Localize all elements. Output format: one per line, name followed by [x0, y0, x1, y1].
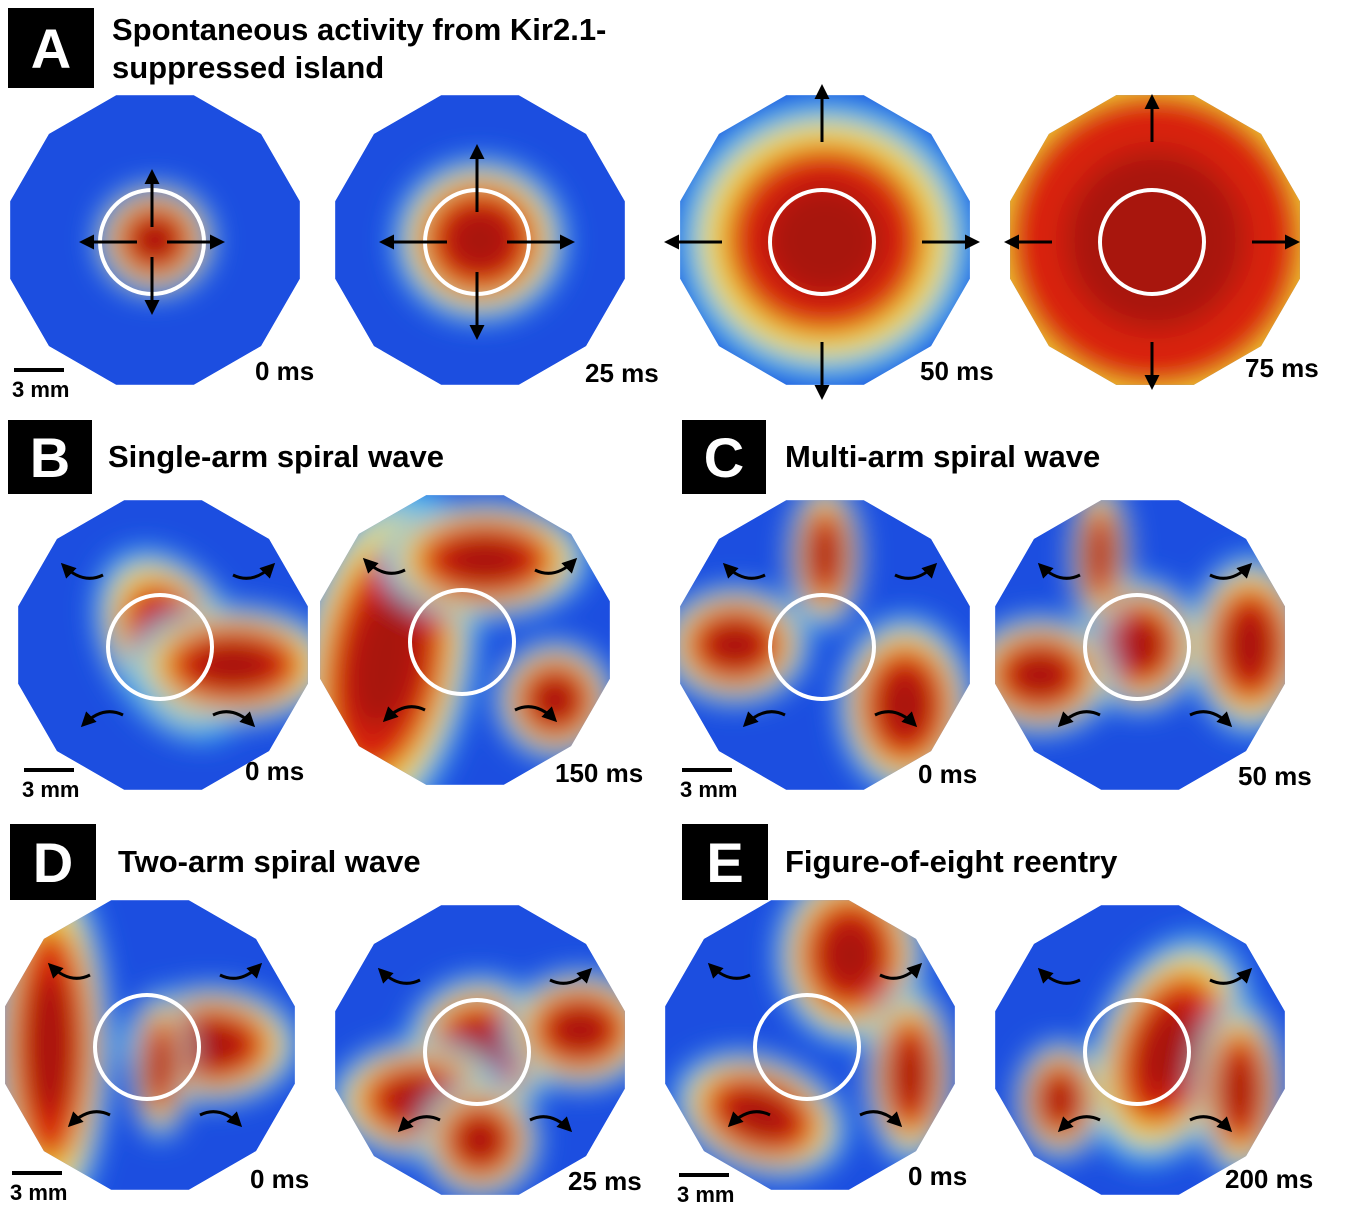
- map-blob: [705, 621, 765, 669]
- activation-map: [335, 95, 625, 385]
- time-label: 0 ms: [918, 759, 977, 789]
- map-texture: [930, 15, 1349, 465]
- panel-label: D: [33, 831, 73, 894]
- scale-bar-label: 3 mm: [680, 777, 737, 802]
- panel-title: suppressed island: [112, 50, 384, 85]
- map-blob: [131, 217, 179, 263]
- panel-title: Spontaneous activity from Kir2.1-: [112, 12, 606, 47]
- panel-label: C: [704, 426, 744, 489]
- map-blob: [456, 1116, 504, 1164]
- activation-map: [675, 95, 975, 385]
- activation-map: [660, 480, 973, 795]
- activation-map: [18, 500, 338, 790]
- map-blob: [1226, 609, 1274, 681]
- map-blob: [892, 1039, 928, 1111]
- map-blob: [191, 641, 275, 689]
- time-label: 25 ms: [585, 358, 659, 388]
- map-blob: [1222, 1054, 1258, 1126]
- time-label: 150 ms: [555, 758, 643, 788]
- time-label: 0 ms: [255, 356, 314, 386]
- time-label: 50 ms: [920, 356, 994, 386]
- figure: A Spontaneous activity from Kir2.1-suppre…: [0, 0, 1349, 1210]
- time-label: 0 ms: [250, 1164, 309, 1194]
- activation-map: [965, 480, 1310, 790]
- map-blob: [531, 676, 579, 724]
- panel-title: Multi-arm spiral wave: [785, 439, 1100, 474]
- scale-bar-label: 3 mm: [22, 777, 79, 802]
- map-texture: [393, 158, 567, 323]
- map-blob: [1010, 651, 1070, 699]
- map-blob: [1042, 1076, 1078, 1124]
- map-blob: [1088, 525, 1112, 585]
- scale-bar-label: 3 mm: [12, 377, 69, 402]
- time-label: 0 ms: [908, 1161, 967, 1191]
- activation-map: [330, 905, 655, 1200]
- activation-map: [655, 865, 955, 1202]
- map-texture: [95, 183, 215, 297]
- map-blob: [878, 669, 932, 741]
- activation-map: [265, 467, 615, 853]
- time-label: 0 ms: [245, 756, 304, 786]
- map-blob: [550, 1006, 610, 1054]
- activation-map: [0, 865, 300, 1210]
- scale-bar-label: 3 mm: [677, 1182, 734, 1207]
- map-blob: [810, 525, 840, 585]
- map-blob: [765, 183, 885, 297]
- map-blob: [445, 207, 515, 273]
- activation-map: [930, 15, 1349, 465]
- activation-map: [995, 905, 1285, 1195]
- map-blob: [1116, 618, 1164, 672]
- map-blob: [148, 1035, 172, 1095]
- scale-bar-label: 3 mm: [10, 1180, 67, 1205]
- map-texture: [675, 98, 975, 383]
- panel-title: Single-arm spiral wave: [108, 439, 444, 474]
- panel-label: E: [706, 831, 743, 894]
- activation-map: [10, 95, 300, 385]
- time-label: 75 ms: [1245, 353, 1319, 383]
- map-blob: [820, 919, 880, 991]
- map-texture: [265, 467, 615, 853]
- panel-label: A: [31, 17, 71, 80]
- time-label: 200 ms: [1225, 1164, 1313, 1194]
- map-blob: [443, 536, 527, 584]
- panel-title: Two-arm spiral wave: [118, 844, 421, 879]
- panel-title: Figure-of-eight reentry: [785, 844, 1118, 879]
- map-blob: [26, 973, 74, 1117]
- time-label: 25 ms: [568, 1166, 642, 1196]
- map-blob: [1065, 150, 1245, 330]
- panel-label: B: [30, 426, 70, 489]
- time-label: 50 ms: [1238, 761, 1312, 791]
